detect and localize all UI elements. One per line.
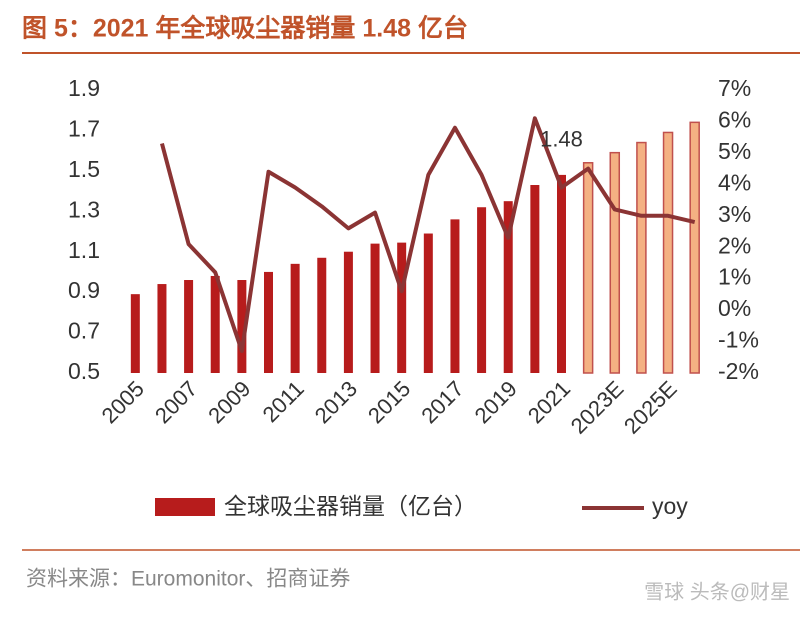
y2-tick-label: 7%	[718, 75, 751, 101]
bar	[264, 271, 273, 373]
y-tick-label: 1.3	[68, 196, 100, 222]
x-tick-label: 2015	[363, 376, 415, 428]
y2-tick-label: 4%	[718, 169, 751, 195]
y2-tick-label: 5%	[718, 138, 751, 164]
y2-tick-label: -1%	[718, 327, 759, 353]
bar	[662, 131, 674, 374]
y-tick-label: 1.7	[68, 116, 100, 142]
bar	[290, 263, 300, 373]
line	[160, 116, 696, 353]
bar	[477, 207, 487, 373]
bar	[609, 151, 621, 374]
bar	[370, 243, 380, 373]
legend-label: yoy	[652, 493, 688, 519]
bar	[157, 284, 167, 373]
x-tick-label: 2007	[150, 376, 202, 428]
bar	[582, 162, 594, 374]
chart-title: 图 5：2021 年全球吸尘器销量 1.48 亿台	[22, 14, 468, 43]
x-tick-label: 2005	[97, 376, 149, 428]
y-tick-label: 0.7	[68, 318, 100, 344]
y2-tick-label: 3%	[718, 201, 751, 227]
bar	[636, 141, 647, 374]
bar	[423, 233, 433, 373]
y-tick-label: 1.1	[68, 237, 100, 263]
legend-swatch	[155, 498, 215, 516]
legend-label: 全球吸尘器销量（亿台）	[224, 493, 477, 519]
y-tick-label: 1.5	[68, 156, 100, 182]
data-label: 1.48	[540, 127, 583, 152]
x-tick-label: 2009	[203, 376, 255, 428]
x-tick-label: 2017	[416, 376, 468, 428]
bar	[530, 185, 540, 373]
y2-tick-label: 2%	[718, 232, 751, 258]
bar	[184, 280, 194, 373]
bar	[343, 251, 353, 373]
y2-tick-label: 1%	[718, 264, 751, 290]
bar	[557, 174, 566, 373]
x-tick-label: 2023E	[566, 376, 629, 439]
x-tick-label: 2019	[470, 376, 522, 428]
bar	[397, 242, 407, 373]
y2-tick-label: -2%	[718, 358, 759, 384]
y2-tick-label: 0%	[718, 295, 751, 321]
bar	[130, 294, 140, 373]
bar	[237, 280, 247, 373]
x-tick-label: 2011	[258, 376, 309, 427]
y-tick-label: 0.9	[68, 277, 100, 303]
y-tick-label: 0.5	[68, 358, 100, 384]
bar	[317, 257, 327, 373]
watermark: 雪球 头条@财星	[644, 580, 790, 603]
source: 资料来源：Euromonitor、招商证券	[26, 568, 350, 591]
bar	[689, 121, 700, 374]
bar	[503, 201, 513, 373]
x-tick-label: 2013	[310, 376, 362, 428]
y2-tick-label: 6%	[718, 107, 751, 133]
x-tick-label: 2025E	[619, 376, 682, 439]
y-tick-label: 1.9	[68, 75, 100, 101]
bar	[210, 275, 220, 373]
bar	[450, 219, 460, 373]
